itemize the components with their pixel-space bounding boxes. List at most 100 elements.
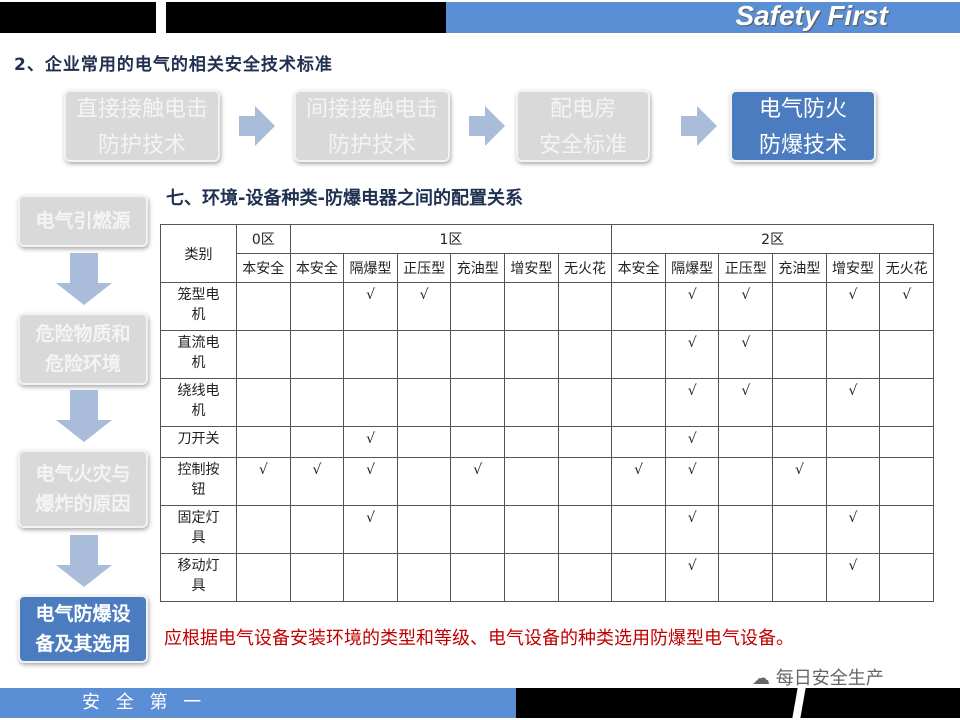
table-cell <box>450 553 506 602</box>
table-cell <box>396 505 452 554</box>
step-indirect-contact: 间接接触电击 防护技术 <box>294 90 450 162</box>
sidebar-ignition-source: 电气引燃源 <box>18 195 148 247</box>
banner-black-block <box>166 2 446 33</box>
table-cell: √ <box>343 282 398 331</box>
row-label: 移动灯具 <box>160 553 237 602</box>
table-cell: √ <box>825 553 881 602</box>
column-header: 正压型 <box>396 253 452 283</box>
table-cell <box>504 553 559 602</box>
down-arrow-icon <box>56 390 112 442</box>
table-cell <box>557 378 613 427</box>
table-cell <box>504 426 559 458</box>
table-cell: √ <box>343 505 398 554</box>
table-cell: √ <box>718 378 774 427</box>
table-cell <box>396 378 452 427</box>
column-header: 隔爆型 <box>664 253 720 283</box>
column-header: 隔爆型 <box>343 253 398 283</box>
table-cell: √ <box>664 426 720 458</box>
step-line2: 安全标准 <box>538 133 627 158</box>
table-cell <box>772 330 827 379</box>
side-line1: 电气防爆设 <box>35 603 131 625</box>
column-header: 无火花 <box>879 253 934 283</box>
watermark: ☁ 每日安全生产 <box>752 664 884 690</box>
table-cell <box>504 505 559 554</box>
wechat-icon: ☁ <box>752 668 776 689</box>
table-cell <box>772 282 827 331</box>
table-cell <box>396 330 452 379</box>
table-cell <box>504 282 559 331</box>
banner-black-block <box>0 2 156 33</box>
side-line1: 电气火灾与 <box>35 463 131 485</box>
table-cell <box>236 378 291 427</box>
column-header: 本安全 <box>236 253 291 283</box>
step-substation: 配电房 安全标准 <box>516 90 650 162</box>
table-row: 笼型电机 √ √ √ √ √ √ <box>160 282 934 331</box>
step-line1: 直接接触电击 <box>75 97 208 122</box>
table-cell: √ <box>879 282 934 331</box>
down-arrow-icon <box>56 253 112 305</box>
down-arrow-icon <box>56 535 112 587</box>
table-cell <box>879 505 934 554</box>
note-text: 应根据电气设备安装环境的类型和等级、电气设备的种类选用防爆型电气设备。 <box>164 628 794 649</box>
step-fire-explosion: 电气防火 防爆技术 <box>730 90 876 162</box>
table-cell <box>557 553 613 602</box>
step-line1: 电气防火 <box>758 97 847 122</box>
table-cell <box>450 282 506 331</box>
table-cell <box>450 426 506 458</box>
table-cell: √ <box>236 457 291 506</box>
table-cell <box>772 426 827 458</box>
table-row: 直流电机 √ √ <box>160 330 934 379</box>
table-cell: √ <box>825 505 881 554</box>
brand-title: Safety First <box>735 0 889 31</box>
table-cell <box>718 505 774 554</box>
table-cell <box>879 426 934 458</box>
table-cell <box>343 330 398 379</box>
table-row: 控制按钮 √ √ √ √ √ √ √ <box>160 457 934 506</box>
table-cell: √ <box>611 457 666 506</box>
table-cell: √ <box>289 457 345 506</box>
table-cell <box>236 282 291 331</box>
table-cell <box>557 505 613 554</box>
table-cell <box>557 282 613 331</box>
table-cell: √ <box>718 282 774 331</box>
step-direct-contact: 直接接触电击 防护技术 <box>64 90 220 162</box>
row-label: 笼型电机 <box>160 282 237 331</box>
table-cell: √ <box>396 282 452 331</box>
zone-header: 2区 <box>611 224 934 254</box>
table-cell <box>236 426 291 458</box>
table-cell <box>343 378 398 427</box>
right-arrow-icon <box>681 106 717 146</box>
column-header: 无火花 <box>557 253 613 283</box>
table-cell: √ <box>664 282 720 331</box>
table-cell <box>557 457 613 506</box>
table-cell <box>343 553 398 602</box>
configuration-table: 类别 0区 1区 2区 本安全 本安全 隔爆型 正压型 充油型 增安型 无火花 本安全 隔爆型 正压型充… <box>160 224 934 602</box>
side-line2: 危险环境 <box>44 353 121 375</box>
table-cell <box>825 457 881 506</box>
step-line2: 防爆技术 <box>758 133 847 158</box>
table-cell: √ <box>343 457 398 506</box>
step-line1: 间接接触电击 <box>305 97 438 122</box>
side-line1: 电气引燃源 <box>35 210 131 232</box>
corner-header: 类别 <box>160 224 237 283</box>
table-row: 移动灯具 √ √ <box>160 553 934 602</box>
sidebar-fire-causes: 电气火灾与 爆炸的原因 <box>18 450 148 528</box>
table-row: 刀开关 √ √ <box>160 426 934 458</box>
slide-subtitle: 2、企业常用的电气的相关安全技术标准 <box>14 55 333 75</box>
table-cell: √ <box>825 282 881 331</box>
sidebar-explosion-proof-selection: 电气防爆设 备及其选用 <box>18 595 148 663</box>
table-cell <box>450 378 506 427</box>
right-arrow-icon <box>239 106 275 146</box>
step-line2: 防护技术 <box>327 133 416 158</box>
table-cell: √ <box>718 330 774 379</box>
footer-bar: 安 全 第 一 <box>0 688 960 718</box>
table-cell <box>450 330 506 379</box>
table-cell <box>289 426 345 458</box>
table-cell <box>289 282 345 331</box>
table-cell: √ <box>664 553 720 602</box>
table-cell: √ <box>343 426 398 458</box>
column-header: 充油型 <box>450 253 506 283</box>
table-cell <box>718 553 774 602</box>
table-cell <box>236 553 291 602</box>
table-cell <box>236 505 291 554</box>
